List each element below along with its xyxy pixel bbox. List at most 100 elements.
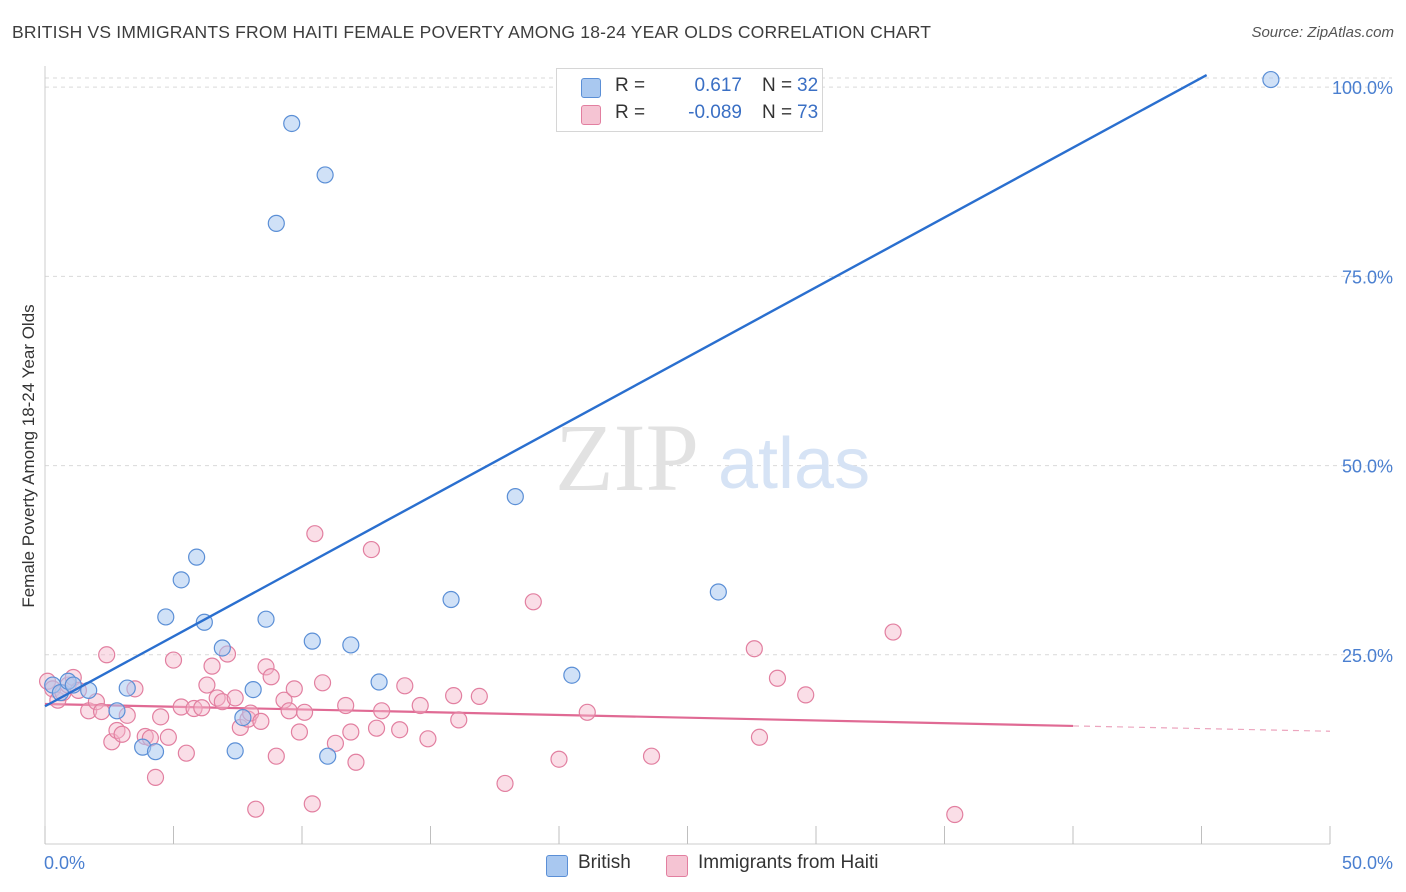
haiti-point: [496, 774, 514, 793]
british-point: [267, 214, 285, 232]
haiti-point: [193, 699, 211, 717]
haiti-point: [285, 680, 303, 698]
source-label: Source: ZipAtlas.com: [1251, 24, 1394, 41]
x-tick-label: 50.0%: [1342, 853, 1393, 873]
n-label: N =: [762, 102, 793, 123]
correlation-legend: R = 0.617 N = 32 R = -0.089 N = 73: [556, 68, 823, 132]
watermark-zip: ZIP: [555, 404, 699, 511]
haiti-point: [295, 703, 314, 721]
watermark: ZIP atlas: [555, 404, 870, 511]
haiti-point: [391, 721, 409, 739]
haiti-point: [247, 800, 265, 818]
haiti-point: [337, 696, 355, 715]
british-point: [108, 702, 126, 720]
haiti-point: [313, 674, 332, 692]
haiti-point: [578, 703, 596, 721]
series-legend: British Immigrants from Haiti: [0, 850, 1406, 880]
haiti-point: [280, 702, 298, 720]
british-point: [118, 679, 136, 697]
y-tick-label: 75.0%: [1342, 267, 1393, 287]
british-point: [172, 571, 190, 589]
british-point: [257, 610, 275, 628]
haiti-point: [362, 540, 380, 559]
haiti-point: [396, 677, 414, 695]
haiti-point: [98, 646, 116, 664]
haiti-point: [290, 723, 309, 741]
grid-lines: [45, 77, 1392, 656]
haiti-point: [411, 696, 429, 715]
haiti-point: [146, 768, 165, 786]
haiti-point: [326, 734, 345, 752]
british-point: [244, 680, 262, 699]
r-label: R =: [615, 102, 646, 123]
haiti-point: [262, 668, 280, 686]
british-point: [1262, 70, 1280, 89]
british-point: [234, 709, 252, 727]
haiti-point: [257, 658, 275, 676]
british-point: [370, 673, 388, 691]
haiti-point: [152, 708, 170, 726]
british-point: [157, 608, 175, 626]
british-point: [226, 742, 244, 760]
r-label: R =: [615, 75, 646, 96]
legend-label-haiti: Immigrants from Haiti: [698, 852, 879, 873]
haiti-point: [306, 525, 324, 543]
haiti-point: [347, 753, 365, 771]
haiti-point: [797, 686, 815, 704]
british-trend: [44, 73, 1208, 708]
british-trend-line: [44, 73, 1208, 708]
british-point: [213, 639, 231, 657]
british-point: [283, 114, 301, 133]
haiti-point: [203, 657, 221, 675]
haiti-point: [113, 725, 131, 743]
y-axis-label: Female Poverty Among 18-24 Year Olds: [19, 304, 38, 607]
haiti-point: [342, 723, 360, 741]
n-value: 32: [797, 75, 819, 96]
haiti-point: [750, 728, 769, 746]
haiti-point: [373, 702, 391, 720]
haiti-trend-extension: [1072, 725, 1331, 732]
haiti-point: [470, 687, 488, 706]
haiti-point: [419, 730, 437, 748]
r-value: 0.617: [694, 75, 742, 96]
british-point: [146, 743, 165, 761]
haiti-point: [946, 805, 964, 824]
haiti-point: [642, 747, 661, 765]
british-point: [342, 636, 360, 654]
british-point: [442, 590, 460, 609]
haiti-point: [164, 651, 183, 669]
watermark-atlas: atlas: [718, 424, 870, 504]
british-point: [188, 548, 206, 566]
haiti-point: [550, 750, 568, 768]
haiti-point: [303, 795, 321, 813]
n-value: 73: [797, 102, 819, 123]
haiti-point: [445, 687, 463, 705]
haiti-points: [38, 525, 964, 824]
british-points: [44, 70, 1280, 765]
haiti-point: [884, 623, 902, 641]
haiti-swatch: [581, 105, 601, 125]
haiti-point: [159, 728, 177, 746]
y-tick-label: 50.0%: [1342, 457, 1393, 477]
haiti-point: [768, 669, 787, 687]
haiti-point: [92, 702, 111, 721]
british-point: [709, 583, 727, 601]
haiti-point: [198, 676, 216, 694]
british-point: [316, 166, 334, 184]
r-value: -0.089: [688, 102, 742, 123]
y-tick-label: 25.0%: [1342, 646, 1393, 666]
haiti-point: [275, 691, 293, 709]
british-swatch: [546, 855, 568, 877]
british-point: [319, 747, 337, 765]
british-point: [303, 632, 321, 650]
tick-labels: 25.0% 50.0% 75.0% 100.0% 0.0% 50.0%: [44, 78, 1393, 873]
british-point: [563, 666, 581, 684]
x-tick-label: 0.0%: [44, 853, 85, 873]
haiti-point: [745, 640, 763, 658]
haiti-point: [367, 719, 386, 737]
n-label: N =: [762, 75, 793, 96]
haiti-point: [524, 593, 542, 611]
haiti-point: [267, 747, 285, 765]
haiti-point: [252, 712, 270, 730]
